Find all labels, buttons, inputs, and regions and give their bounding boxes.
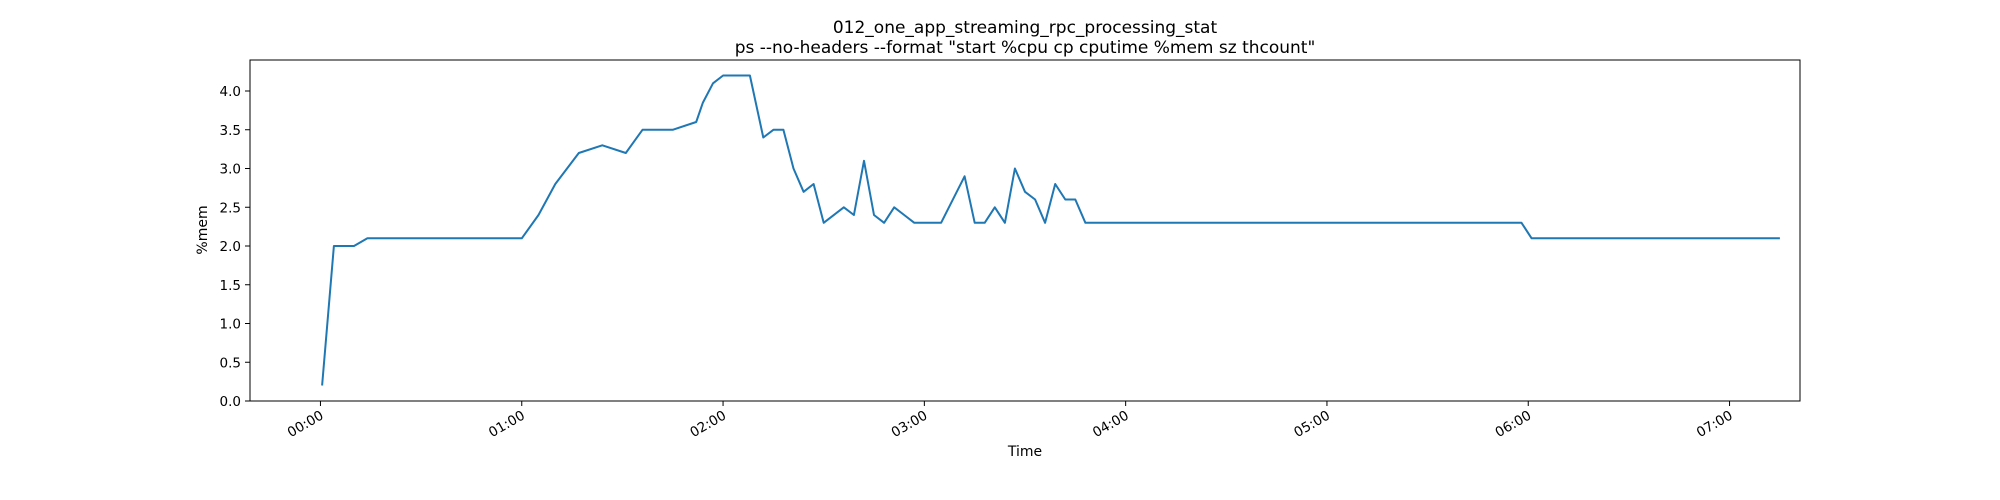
y-tick-label: 3.0	[220, 162, 241, 178]
y-tick-label: 0.5	[220, 355, 241, 371]
x-tick-label: 02:00	[687, 408, 729, 441]
plot-area	[321, 74, 1780, 386]
x-tick-label: 04:00	[1090, 408, 1132, 441]
y-axis-label: %mem	[195, 205, 211, 254]
y-tick-label: 1.0	[220, 317, 241, 333]
x-tick-label: 07:00	[1694, 408, 1736, 441]
y-tick-label: 2.5	[220, 200, 241, 216]
y-tick-label: 1.5	[220, 278, 241, 294]
y-tick-label: 4.0	[220, 84, 241, 100]
y-tick-label: 2.0	[220, 239, 241, 255]
plot-frame	[249, 59, 1801, 402]
x-axis: 00:00 01:00 02:00 03:00 04:00 05:00 06:00 07:00	[285, 401, 1736, 441]
chart-subtitle: ps --no-headers --format "start %cpu cp …	[735, 38, 1316, 58]
series-line	[321, 74, 1780, 386]
y-tick-label: 0.0	[220, 394, 241, 410]
x-tick-label: 00:00	[285, 408, 327, 441]
x-axis-label: Time	[1007, 444, 1042, 460]
x-tick-label: 05:00	[1291, 408, 1333, 441]
x-tick-label: 06:00	[1493, 408, 1535, 441]
y-axis: 0.0 0.5 1.0 1.5 2.0 2.5 3.0 3.5 4.0	[220, 84, 250, 410]
chart-title: 012_one_app_streaming_rpc_processing_sta…	[833, 18, 1218, 38]
x-tick-label: 03:00	[889, 408, 931, 441]
x-tick-label: 01:00	[486, 408, 528, 441]
y-tick-label: 3.5	[220, 123, 241, 139]
